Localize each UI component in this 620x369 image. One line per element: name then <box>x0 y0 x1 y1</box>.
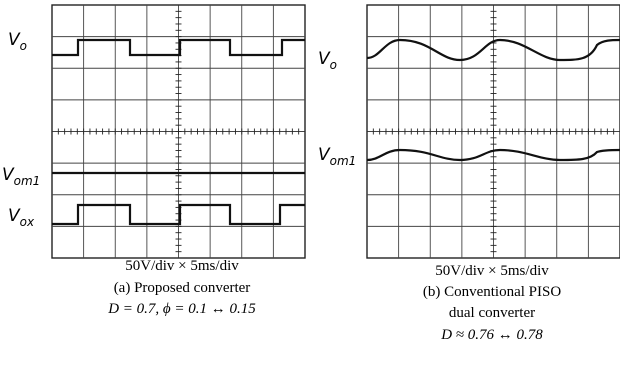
trace-label: Vox <box>8 206 35 229</box>
trace-label-sub: om1 <box>14 174 41 188</box>
caption-line: (a) Proposed converter <box>114 280 251 296</box>
caption-line: dual converter <box>449 305 535 321</box>
trace-label: Vom1 <box>318 145 356 168</box>
trace-label-sub: om1 <box>330 154 357 168</box>
figure: Vo Vom1 Vox 50V/div × 5ms/div (a) Proposed c… <box>0 0 620 369</box>
caption-line: D = 0.7, ϕ = 0.1 ↔ 0.15 <box>107 301 256 317</box>
trace-label-sub: ox <box>20 215 35 229</box>
trace-label-sub: o <box>330 58 337 72</box>
labels: Vo Vom1 Vox 50V/div × 5ms/div (a) Proposed c… <box>2 30 561 343</box>
oscilloscope-screens <box>52 5 620 258</box>
trace-label-sub: o <box>20 39 27 53</box>
caption-line: 50V/div × 5ms/div <box>125 258 239 274</box>
trace-label: Vo <box>8 30 27 53</box>
trace-label: Vom1 <box>2 165 40 188</box>
trace-label: Vo <box>318 49 337 72</box>
caption-line: (b) Conventional PISO <box>423 284 561 300</box>
caption-line: 50V/div × 5ms/div <box>435 263 549 279</box>
caption-line: D ≈ 0.76 ↔ 0.78 <box>440 327 543 343</box>
